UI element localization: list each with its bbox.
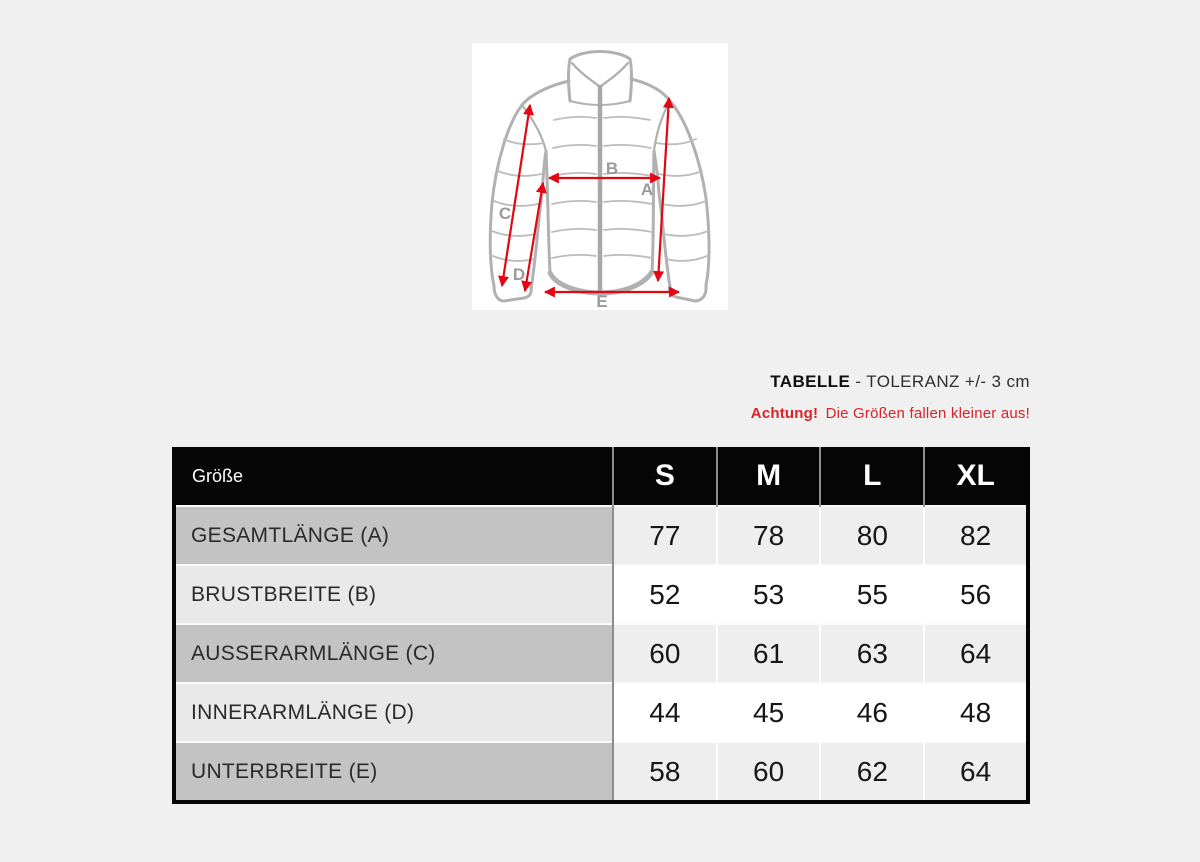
jacket-diagram-svg: B A C D E — [488, 50, 711, 310]
size-warning-bold: Achtung! — [750, 405, 819, 422]
table-row: AUSSERARMLÄNGE (C) 60 61 63 64 — [174, 623, 1028, 683]
jacket-outline-icon — [488, 50, 711, 303]
cell-value: 45 — [715, 682, 821, 742]
size-warning: Achtung! Die Größen fallen kleiner aus! — [751, 405, 1030, 422]
cell-value: 77 — [611, 505, 717, 565]
row-label: GESAMTLÄNGE (A) — [174, 505, 613, 565]
size-header-l: L — [819, 447, 925, 506]
label-b: B — [606, 159, 618, 178]
cell-value: 82 — [923, 505, 1028, 565]
cell-value: 56 — [923, 564, 1028, 624]
size-warning-rest: Die Größen fallen kleiner aus! — [821, 405, 1030, 422]
corner-header: Größe — [174, 447, 613, 506]
caption-block: TABELLE - TOLERANZ +/- 3 cm Achtung! Die… — [751, 372, 1030, 422]
label-e: E — [596, 292, 607, 310]
cell-value: 58 — [611, 741, 717, 802]
row-label: AUSSERARMLÄNGE (C) — [174, 623, 613, 683]
arrow-a — [653, 96, 674, 283]
cell-value: 52 — [611, 564, 717, 624]
jacket-measurement-diagram: B A C D E — [472, 43, 728, 310]
cell-value: 64 — [923, 623, 1028, 683]
table-row: GESAMTLÄNGE (A) 77 78 80 82 — [174, 505, 1028, 565]
table-title-rest: - TOLERANZ +/- 3 cm — [850, 372, 1030, 391]
cell-value: 53 — [715, 564, 821, 624]
table-title-bold: TABELLE — [770, 372, 851, 391]
table-row: UNTERBREITE (E) 58 60 62 64 — [174, 741, 1028, 802]
cell-value: 61 — [715, 623, 821, 683]
cell-value: 48 — [923, 682, 1028, 742]
table-row: INNERARMLÄNGE (D) 44 45 46 48 — [174, 682, 1028, 742]
label-d: D — [513, 265, 525, 284]
measurement-arrows — [498, 96, 681, 298]
label-a: A — [641, 180, 653, 199]
cell-value: 60 — [715, 741, 821, 802]
size-table: Größe S M L XL GESAMTLÄNGE (A) 77 78 80 … — [172, 447, 1030, 804]
cell-value: 62 — [819, 741, 925, 802]
header-row: Größe S M L XL — [174, 447, 1028, 506]
cell-value: 60 — [611, 623, 717, 683]
size-header-m: M — [715, 447, 821, 506]
row-label: BRUSTBREITE (B) — [174, 564, 613, 624]
label-c: C — [499, 204, 511, 223]
cell-value: 55 — [819, 564, 925, 624]
table-row: BRUSTBREITE (B) 52 53 55 56 — [174, 564, 1028, 624]
cell-value: 80 — [819, 505, 925, 565]
size-header-xl: XL — [923, 447, 1028, 506]
cell-value: 64 — [923, 741, 1028, 802]
measurement-labels: B A C D E — [499, 159, 653, 310]
arrow-c — [498, 103, 534, 288]
cell-value: 46 — [819, 682, 925, 742]
size-header-s: S — [611, 447, 717, 506]
table-title: TABELLE - TOLERANZ +/- 3 cm — [751, 372, 1030, 392]
arrow-d — [521, 181, 547, 293]
row-label: UNTERBREITE (E) — [174, 741, 613, 802]
cell-value: 44 — [611, 682, 717, 742]
cell-value: 78 — [715, 505, 821, 565]
row-label: INNERARMLÄNGE (D) — [174, 682, 613, 742]
cell-value: 63 — [819, 623, 925, 683]
